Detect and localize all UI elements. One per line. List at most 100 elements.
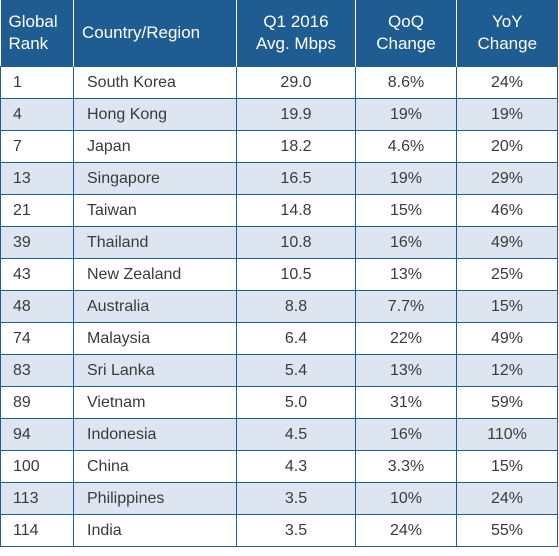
cell-rank: 7 bbox=[0, 130, 74, 163]
cell-qoq-change: 24% bbox=[355, 514, 457, 547]
cell-yoy-change: 15% bbox=[456, 290, 558, 323]
cell-yoy-change: 20% bbox=[456, 130, 558, 163]
cell-country: Indonesia bbox=[73, 418, 237, 451]
cell-avg-mbps: 16.5 bbox=[236, 162, 356, 195]
table-row: 100 China 4.3 3.3% 15% bbox=[0, 450, 558, 483]
cell-avg-mbps: 4.5 bbox=[236, 418, 356, 451]
cell-qoq-change: 31% bbox=[355, 386, 457, 419]
table-row: 74 Malaysia 6.4 22% 49% bbox=[0, 322, 558, 355]
cell-country: Sri Lanka bbox=[73, 354, 237, 387]
cell-qoq-change: 15% bbox=[355, 194, 457, 227]
cell-qoq-change: 7.7% bbox=[355, 290, 457, 323]
cell-country: South Korea bbox=[73, 66, 237, 99]
cell-country: China bbox=[73, 450, 237, 483]
cell-qoq-change: 13% bbox=[355, 354, 457, 387]
cell-country: Philippines bbox=[73, 482, 237, 515]
table-row: 1 South Korea 29.0 8.6% 24% bbox=[0, 66, 558, 99]
cell-country: Singapore bbox=[73, 162, 237, 195]
table-row: 114 India 3.5 24% 55% bbox=[0, 514, 558, 547]
cell-yoy-change: 110% bbox=[456, 418, 558, 451]
cell-rank: 113 bbox=[0, 482, 74, 515]
cell-avg-mbps: 10.5 bbox=[236, 258, 356, 291]
cell-avg-mbps: 4.3 bbox=[236, 450, 356, 483]
cell-avg-mbps: 5.4 bbox=[236, 354, 356, 387]
cell-rank: 48 bbox=[0, 290, 74, 323]
cell-yoy-change: 12% bbox=[456, 354, 558, 387]
cell-qoq-change: 3.3% bbox=[355, 450, 457, 483]
cell-avg-mbps: 14.8 bbox=[236, 194, 356, 227]
cell-rank: 4 bbox=[0, 98, 74, 131]
header-yoy-line1: YoY bbox=[491, 12, 523, 31]
cell-avg-mbps: 29.0 bbox=[236, 66, 356, 99]
header-avg-mbps-line1: Q1 2016 bbox=[263, 12, 329, 31]
table-row: 113 Philippines 3.5 10% 24% bbox=[0, 482, 558, 515]
cell-avg-mbps: 8.8 bbox=[236, 290, 356, 323]
cell-rank: 94 bbox=[0, 418, 74, 451]
cell-avg-mbps: 5.0 bbox=[236, 386, 356, 419]
cell-rank: 13 bbox=[0, 162, 74, 195]
cell-country: Vietnam bbox=[73, 386, 237, 419]
cell-qoq-change: 10% bbox=[355, 482, 457, 515]
header-yoy-change: YoY Change bbox=[456, 0, 558, 67]
cell-avg-mbps: 6.4 bbox=[236, 322, 356, 355]
table-row: 43 New Zealand 10.5 13% 25% bbox=[0, 258, 558, 291]
cell-qoq-change: 8.6% bbox=[355, 66, 457, 99]
header-country-region: Country/Region bbox=[73, 0, 237, 67]
cell-qoq-change: 19% bbox=[355, 98, 457, 131]
cell-qoq-change: 16% bbox=[355, 418, 457, 451]
cell-rank: 114 bbox=[0, 514, 74, 547]
cell-yoy-change: 24% bbox=[456, 482, 558, 515]
cell-yoy-change: 25% bbox=[456, 258, 558, 291]
cell-country: Australia bbox=[73, 290, 237, 323]
cell-qoq-change: 4.6% bbox=[355, 130, 457, 163]
header-avg-mbps-line2: Avg. Mbps bbox=[255, 34, 336, 53]
table-row: 21 Taiwan 14.8 15% 46% bbox=[0, 194, 558, 227]
table-header: Global Rank Country/Region Q1 2016 Avg. … bbox=[0, 0, 558, 67]
cell-qoq-change: 13% bbox=[355, 258, 457, 291]
cell-yoy-change: 55% bbox=[456, 514, 558, 547]
cell-country: India bbox=[73, 514, 237, 547]
table-row: 39 Thailand 10.8 16% 49% bbox=[0, 226, 558, 259]
header-row: Global Rank Country/Region Q1 2016 Avg. … bbox=[0, 0, 558, 67]
header-qoq-line1: QoQ bbox=[388, 12, 424, 31]
cell-avg-mbps: 3.5 bbox=[236, 482, 356, 515]
header-qoq-line2: Change bbox=[376, 34, 436, 53]
cell-yoy-change: 24% bbox=[456, 66, 558, 99]
cell-yoy-change: 59% bbox=[456, 386, 558, 419]
table-row: 89 Vietnam 5.0 31% 59% bbox=[0, 386, 558, 419]
cell-country: Taiwan bbox=[73, 194, 237, 227]
cell-rank: 43 bbox=[0, 258, 74, 291]
cell-avg-mbps: 18.2 bbox=[236, 130, 356, 163]
cell-rank: 89 bbox=[0, 386, 74, 419]
header-country-label: Country/Region bbox=[82, 23, 201, 42]
cell-avg-mbps: 19.9 bbox=[236, 98, 356, 131]
cell-qoq-change: 16% bbox=[355, 226, 457, 259]
cell-avg-mbps: 3.5 bbox=[236, 514, 356, 547]
cell-rank: 74 bbox=[0, 322, 74, 355]
cell-country: Thailand bbox=[73, 226, 237, 259]
header-global-rank-line2: Rank bbox=[8, 34, 49, 53]
table-row: 13 Singapore 16.5 19% 29% bbox=[0, 162, 558, 195]
cell-country: New Zealand bbox=[73, 258, 237, 291]
cell-yoy-change: 49% bbox=[456, 226, 558, 259]
cell-rank: 1 bbox=[0, 66, 74, 99]
cell-country: Japan bbox=[73, 130, 237, 163]
cell-avg-mbps: 10.8 bbox=[236, 226, 356, 259]
header-global-rank-line1: Global bbox=[8, 12, 58, 31]
cell-rank: 39 bbox=[0, 226, 74, 259]
cell-yoy-change: 19% bbox=[456, 98, 558, 131]
cell-qoq-change: 19% bbox=[355, 162, 457, 195]
cell-rank: 83 bbox=[0, 354, 74, 387]
cell-yoy-change: 29% bbox=[456, 162, 558, 195]
table-body: 1 South Korea 29.0 8.6% 24% 4 Hong Kong 19.9 19%… bbox=[0, 66, 558, 547]
table-row: 7 Japan 18.2 4.6% 20% bbox=[0, 130, 558, 163]
cell-yoy-change: 15% bbox=[456, 450, 558, 483]
table-row: 94 Indonesia 4.5 16% 110% bbox=[0, 418, 558, 451]
header-avg-mbps: Q1 2016 Avg. Mbps bbox=[236, 0, 356, 67]
cell-rank: 100 bbox=[0, 450, 74, 483]
cell-country: Hong Kong bbox=[73, 98, 237, 131]
cell-yoy-change: 49% bbox=[456, 322, 558, 355]
header-yoy-line2: Change bbox=[477, 34, 538, 53]
cell-rank: 21 bbox=[0, 194, 74, 227]
